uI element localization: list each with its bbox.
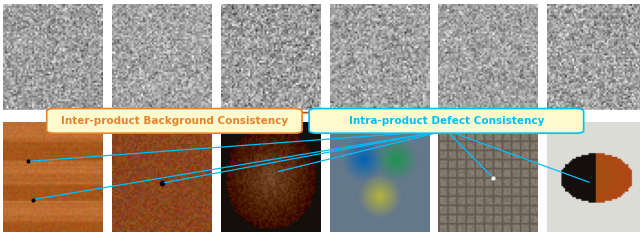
Text: Intra-product Defect Consistency: Intra-product Defect Consistency — [349, 116, 544, 126]
Text: Inter-product Background Consistency: Inter-product Background Consistency — [61, 116, 288, 126]
FancyBboxPatch shape — [309, 109, 584, 133]
Bar — [0, 110, 640, 117]
FancyBboxPatch shape — [47, 109, 302, 133]
